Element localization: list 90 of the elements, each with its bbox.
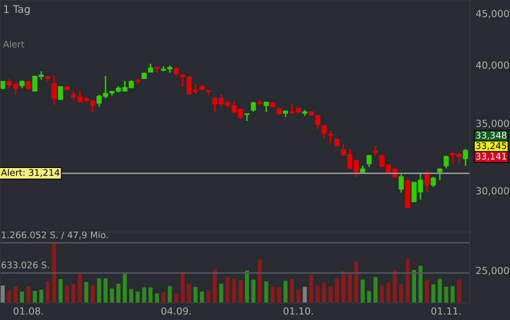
candlestick — [142, 72, 147, 80]
bar — [168, 286, 172, 303]
bar — [316, 286, 320, 303]
bar — [194, 286, 198, 303]
bar — [322, 282, 326, 303]
ref-line-label: Alert: 31,214 — [1, 168, 60, 177]
bar — [78, 274, 82, 303]
bar — [341, 271, 346, 303]
bar — [354, 261, 358, 303]
bar — [244, 270, 249, 303]
bar — [122, 274, 127, 303]
bar — [360, 280, 365, 303]
y-tick-label: 40,000 — [476, 61, 509, 70]
bar — [296, 290, 300, 303]
bar — [32, 290, 37, 303]
bar — [290, 278, 294, 303]
bar — [116, 284, 120, 303]
y-tick-label: 45,000 — [476, 10, 509, 18]
bar — [226, 277, 230, 303]
bar — [348, 274, 352, 303]
bar — [251, 280, 256, 303]
bar — [97, 278, 102, 303]
bar — [392, 270, 397, 303]
text: 33,348 — [476, 132, 506, 140]
bar — [444, 286, 448, 303]
bar — [148, 287, 153, 303]
bar — [39, 290, 44, 303]
y-tick-label: 30,000 — [476, 187, 509, 196]
bar — [7, 290, 12, 303]
bar — [334, 278, 339, 303]
bar — [406, 259, 410, 303]
candlestick — [270, 102, 276, 108]
bar — [71, 284, 76, 303]
bar — [161, 292, 166, 303]
x-tick-label: 04.09. — [161, 307, 191, 315]
bar — [438, 278, 442, 303]
bar — [0, 286, 5, 303]
ref-line-label: 1.266.052 S. / 47,9 Mio. — [2, 231, 108, 240]
bar — [64, 286, 69, 303]
candlestick — [372, 146, 378, 156]
bar — [457, 280, 462, 303]
bar — [238, 280, 243, 303]
bar — [110, 288, 114, 303]
bar — [380, 286, 384, 303]
bar — [277, 287, 282, 303]
bar — [14, 286, 18, 303]
bar — [90, 286, 95, 303]
y-tick-label: 35,000 — [476, 120, 509, 128]
bar — [52, 242, 56, 303]
bar — [84, 282, 88, 303]
bar — [136, 292, 140, 303]
bar — [142, 287, 146, 303]
bar — [26, 286, 30, 303]
bar — [367, 290, 372, 303]
text: 33,141 — [476, 152, 506, 161]
bar — [328, 286, 333, 303]
x-tick-label: 01.10. — [284, 307, 313, 315]
bar — [46, 281, 50, 303]
bar — [104, 278, 108, 303]
bar — [309, 274, 314, 303]
bar — [284, 280, 288, 303]
annotation: Alert — [3, 40, 24, 48]
ref-line-label: 633.026 S. — [2, 262, 49, 268]
bar — [212, 269, 217, 303]
bar — [270, 286, 275, 303]
x-tick-label: 01.08. — [14, 307, 43, 315]
chart-subtitle: 1 Tag — [4, 5, 30, 16]
bar — [424, 280, 429, 303]
bar — [450, 286, 455, 303]
candlestick — [308, 110, 314, 117]
bar — [386, 282, 390, 303]
bar — [187, 284, 192, 303]
bar — [418, 266, 422, 303]
bar — [206, 290, 210, 303]
bar — [431, 284, 436, 303]
bar — [200, 292, 204, 303]
bar — [399, 284, 404, 303]
bar — [264, 281, 268, 303]
bar — [258, 260, 262, 303]
bar — [20, 292, 24, 303]
bar — [412, 270, 416, 303]
bar — [302, 286, 307, 303]
bar — [154, 293, 159, 303]
text: 33,245 — [476, 142, 506, 150]
y-tick-label: 25,000 — [476, 266, 509, 276]
bar — [374, 277, 378, 303]
bar — [58, 278, 63, 303]
x-tick-label: 01.11. — [431, 307, 461, 315]
bar — [232, 278, 236, 303]
bar — [180, 272, 185, 303]
